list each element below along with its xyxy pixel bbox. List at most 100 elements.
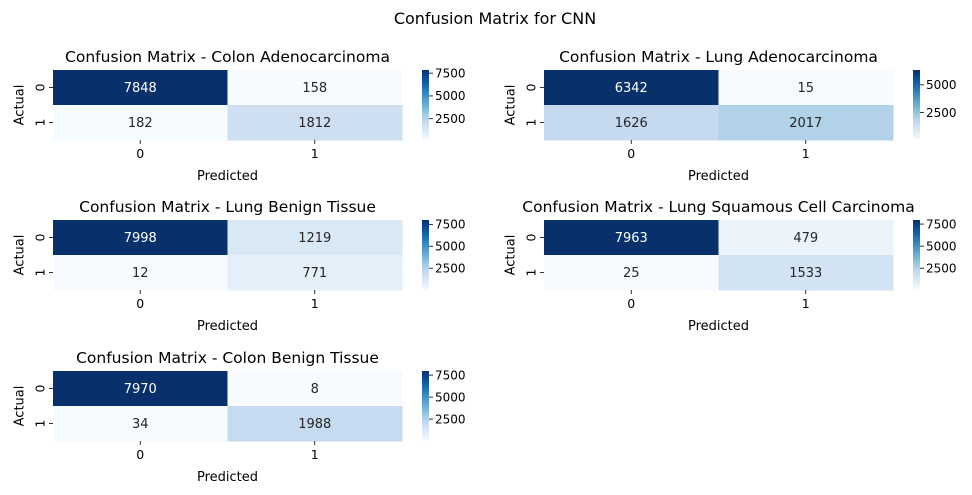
x-tick-label: 0 — [627, 146, 635, 161]
y-tick-label: 1 — [524, 269, 539, 277]
panel-title: Confusion Matrix - Lung Adenocarcinoma — [559, 48, 878, 66]
heatmap-cell — [227, 105, 403, 141]
colorbar — [422, 70, 429, 140]
colorbar-tick-label: 5000 — [435, 240, 466, 254]
heatmap-cell — [544, 220, 719, 256]
panel-title: Confusion Matrix - Lung Squamous Cell Ca… — [522, 198, 914, 216]
heatmap-cell — [718, 70, 894, 106]
colorbar-tick-label: 2500 — [435, 261, 466, 275]
heatmap-cell — [53, 406, 228, 442]
x-tick-label: 0 — [136, 296, 144, 311]
y-axis-label: Actual — [13, 85, 28, 126]
x-axis-label: Predicted — [197, 470, 258, 485]
cell-value-label: 2017 — [789, 116, 822, 131]
x-tick-label: 0 — [136, 447, 144, 462]
y-tick-label: 1 — [524, 119, 539, 127]
heatmap-cell — [227, 371, 403, 407]
cell-value-label: 1812 — [298, 116, 331, 131]
colorbar-tick-label: 7500 — [435, 368, 466, 382]
y-tick-label: 0 — [33, 384, 48, 392]
y-axis-label: Actual — [13, 235, 28, 276]
cell-value-label: 7963 — [615, 231, 648, 246]
figure-suptitle: Confusion Matrix for CNN — [394, 9, 596, 28]
cell-value-label: 15 — [797, 81, 814, 96]
x-axis-label: Predicted — [197, 169, 258, 184]
colorbar-tick-label: 2500 — [926, 261, 957, 275]
heatmap-cell — [718, 105, 894, 141]
heatmap-cell — [53, 105, 228, 141]
y-tick-label: 1 — [33, 420, 48, 428]
x-tick-label: 0 — [136, 146, 144, 161]
colorbar — [913, 220, 920, 290]
colorbar-tick-label: 5000 — [926, 239, 957, 253]
panel-title: Confusion Matrix - Lung Benign Tissue — [79, 198, 376, 216]
x-tick-label: 1 — [802, 146, 810, 161]
heatmap-cell — [227, 255, 403, 291]
colorbar-tick-label: 7500 — [435, 218, 466, 232]
cell-value-label: 1219 — [298, 231, 331, 246]
cell-value-label: 182 — [128, 116, 153, 131]
colorbar-tick-label: 7500 — [926, 217, 957, 231]
colorbar-tick-label: 5000 — [435, 390, 466, 404]
heatmap-cell — [227, 406, 403, 442]
cell-value-label: 1626 — [615, 116, 648, 131]
cell-value-label: 34 — [132, 417, 149, 432]
cell-value-label: 771 — [302, 266, 327, 281]
x-axis-label: Predicted — [197, 319, 258, 334]
cell-value-label: 479 — [793, 231, 818, 246]
y-tick-label: 1 — [33, 269, 48, 277]
y-tick-label: 0 — [33, 83, 48, 91]
heatmap-cell — [227, 220, 403, 256]
colorbar-tick-label: 7500 — [435, 66, 466, 80]
heatmap-cell — [544, 105, 719, 141]
colorbar-tick-label: 5000 — [435, 89, 466, 103]
heatmap-cell — [53, 220, 228, 256]
x-axis-label: Predicted — [688, 169, 749, 184]
colorbar-tick-label: 2500 — [926, 106, 957, 120]
heatmap-cell — [718, 220, 894, 256]
y-tick-label: 0 — [33, 233, 48, 241]
colorbar — [913, 70, 920, 140]
panel-title: Confusion Matrix - Colon Adenocarcinoma — [65, 48, 390, 66]
heatmap-cell — [544, 70, 719, 106]
heatmap-cell — [53, 371, 228, 407]
heatmap-cell — [53, 70, 228, 106]
heatmap-cell — [544, 255, 719, 291]
heatmap-panel-2: Confusion Matrix - Lung Adenocarcinoma 63… — [504, 48, 957, 184]
heatmap-panel-3: Confusion Matrix - Lung Benign Tissue 799… — [13, 198, 466, 334]
heatmap-panel-4: Confusion Matrix - Lung Squamous Cell Ca… — [504, 198, 957, 334]
panel-title: Confusion Matrix - Colon Benign Tissue — [76, 349, 379, 367]
x-axis-label: Predicted — [688, 319, 749, 334]
y-tick-label: 1 — [33, 119, 48, 127]
cell-value-label: 8 — [311, 382, 319, 397]
heatmap-cell — [227, 70, 403, 106]
heatmap-cell — [53, 255, 228, 291]
x-tick-label: 1 — [311, 447, 319, 462]
cell-value-label: 7970 — [124, 382, 157, 397]
colorbar — [422, 220, 429, 290]
cell-value-label: 1988 — [298, 417, 331, 432]
x-tick-label: 1 — [311, 296, 319, 311]
x-tick-label: 1 — [802, 296, 810, 311]
heatmap-panel-1: Confusion Matrix - Colon Adenocarcinoma 7… — [13, 48, 466, 184]
y-tick-label: 0 — [524, 83, 539, 91]
colorbar — [422, 371, 429, 441]
cell-value-label: 6342 — [615, 81, 648, 96]
colorbar-tick-label: 2500 — [435, 412, 466, 426]
cell-value-label: 7998 — [124, 231, 157, 246]
colorbar-tick-label: 2500 — [435, 112, 466, 126]
cell-value-label: 7848 — [124, 81, 157, 96]
cell-value-label: 1533 — [789, 266, 822, 281]
cell-value-label: 25 — [623, 266, 640, 281]
cell-value-label: 158 — [302, 81, 327, 96]
heatmap-cell — [718, 255, 894, 291]
y-axis-label: Actual — [504, 85, 519, 126]
colorbar-tick-label: 5000 — [926, 78, 957, 92]
y-tick-label: 0 — [524, 233, 539, 241]
x-tick-label: 1 — [311, 146, 319, 161]
heatmap-panel-5: Confusion Matrix - Colon Benign Tissue 79… — [13, 349, 466, 485]
y-axis-label: Actual — [504, 235, 519, 276]
x-tick-label: 0 — [627, 296, 635, 311]
cell-value-label: 12 — [132, 266, 149, 281]
